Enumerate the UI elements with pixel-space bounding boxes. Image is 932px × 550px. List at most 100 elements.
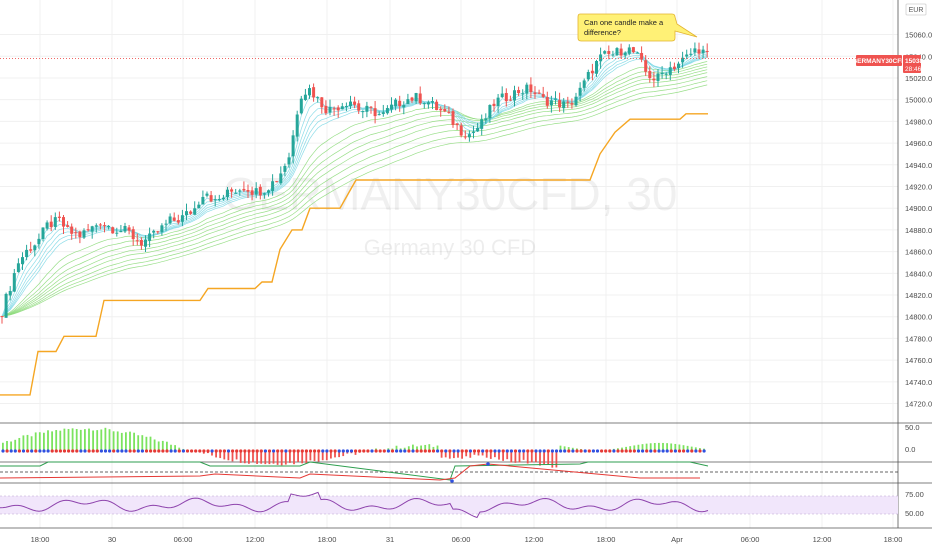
histogram-bar [629, 446, 632, 451]
time-tick: 18:00 [884, 535, 903, 544]
histogram-dot [395, 449, 399, 453]
histogram-dot [513, 449, 518, 453]
time-tick: 06:00 [174, 535, 193, 544]
candle-body [615, 48, 619, 56]
time-axis[interactable]: 18:00 30 06:00 12:00 18:00 31 06:00 12:00 18:00 A… [31, 535, 903, 544]
candle-body [566, 101, 570, 103]
histogram-bar [26, 434, 29, 451]
ema-slow-line [1, 76, 708, 317]
candle-body [435, 101, 439, 111]
candle-body [668, 67, 672, 75]
candle-body [373, 108, 377, 117]
candle-body [53, 217, 57, 227]
histogram-bar [145, 436, 148, 451]
time-tick: 18:00 [31, 535, 50, 544]
histogram-bar [686, 445, 689, 451]
candle-body [586, 72, 590, 80]
candle-body [390, 104, 393, 110]
histogram-dot [231, 449, 235, 453]
histogram-dot [641, 449, 645, 453]
ribbon-slow [1, 61, 708, 317]
histogram-bar [161, 440, 164, 451]
candle-body [201, 196, 205, 205]
histogram-bar [489, 451, 492, 459]
price-axis[interactable]: 15060.015040.015020.015000.014980.014960… [905, 31, 932, 409]
histogram-dot [649, 449, 653, 453]
currency-label[interactable]: EUR [905, 3, 927, 16]
histogram-dot [403, 449, 407, 453]
price-tick: 14980.0 [905, 117, 932, 126]
histogram-bar [658, 442, 660, 451]
histogram-bar [510, 451, 513, 463]
histogram-dot [546, 449, 550, 453]
histogram-bar [174, 445, 176, 451]
ema-slow-line [1, 66, 708, 317]
histogram-dot [673, 449, 678, 453]
candle-body [410, 97, 414, 101]
histogram-dot [169, 449, 173, 453]
histogram-dot [431, 449, 436, 453]
histogram-dot [436, 449, 440, 453]
histogram-bar [125, 432, 127, 451]
histogram-dot [198, 449, 202, 453]
candle-body [303, 94, 307, 100]
histogram-bar [535, 451, 537, 463]
candle-body [328, 107, 332, 113]
price-tick: 14840.0 [905, 269, 932, 278]
callout-annotation[interactable]: Can one candle make a difference? [577, 13, 698, 42]
candle-body [78, 231, 82, 238]
price-tick: 14780.0 [905, 334, 932, 343]
histogram-bar [645, 443, 648, 451]
histogram-bar [301, 451, 304, 464]
rsi-band [0, 496, 898, 514]
histogram-dot [226, 449, 231, 453]
price-tick: 14940.0 [905, 161, 932, 170]
histogram-dot [42, 449, 46, 453]
candle-body [406, 99, 410, 105]
histogram-bar [243, 451, 246, 464]
histogram-dot [276, 449, 280, 453]
time-tick: 18:00 [318, 535, 337, 544]
histogram-dot [526, 449, 530, 453]
histogram-dot [329, 449, 333, 453]
trailing-stop-line [0, 113, 708, 396]
histogram-dot [304, 449, 308, 453]
candle-body [94, 225, 98, 227]
histogram-bar [649, 443, 652, 451]
histogram-bar [59, 430, 62, 451]
price-tick: 14820.0 [905, 291, 932, 300]
candle-body [33, 245, 37, 251]
histogram-dot [694, 449, 698, 453]
histogram-bar [481, 451, 484, 456]
histogram-dot [206, 449, 210, 453]
histogram-dot [317, 449, 321, 453]
candle-body [578, 87, 582, 96]
histogram-bar [51, 431, 53, 451]
watermark: GERMANY30CFD, 30 Germany 30 CFD [222, 168, 677, 260]
histogram-bar [551, 451, 554, 468]
price-tick: 14860.0 [905, 248, 932, 257]
histogram-dot [247, 449, 251, 453]
histogram-dot [288, 449, 292, 453]
candle-body [488, 104, 492, 119]
histogram-dot [366, 449, 370, 453]
histogram-dot [95, 449, 99, 453]
histogram-dot [263, 449, 267, 453]
candle-body [217, 199, 221, 201]
histogram-dot [698, 449, 702, 453]
candle-body [623, 52, 627, 56]
candle-body [685, 54, 689, 57]
candle-body [123, 225, 127, 232]
ema-slow-line [1, 80, 708, 317]
candle-body [156, 231, 160, 233]
histogram-dot [284, 449, 288, 453]
histogram-bar [444, 451, 447, 458]
histogram-dot [690, 449, 694, 453]
histogram-dot [218, 449, 222, 453]
histogram-dot [112, 449, 116, 453]
candle-body [29, 249, 33, 251]
rsi-pane: 75.00 50.00 [0, 490, 924, 519]
histogram-dot [509, 449, 513, 453]
histogram-dot [325, 449, 329, 453]
candle-body [168, 216, 172, 224]
